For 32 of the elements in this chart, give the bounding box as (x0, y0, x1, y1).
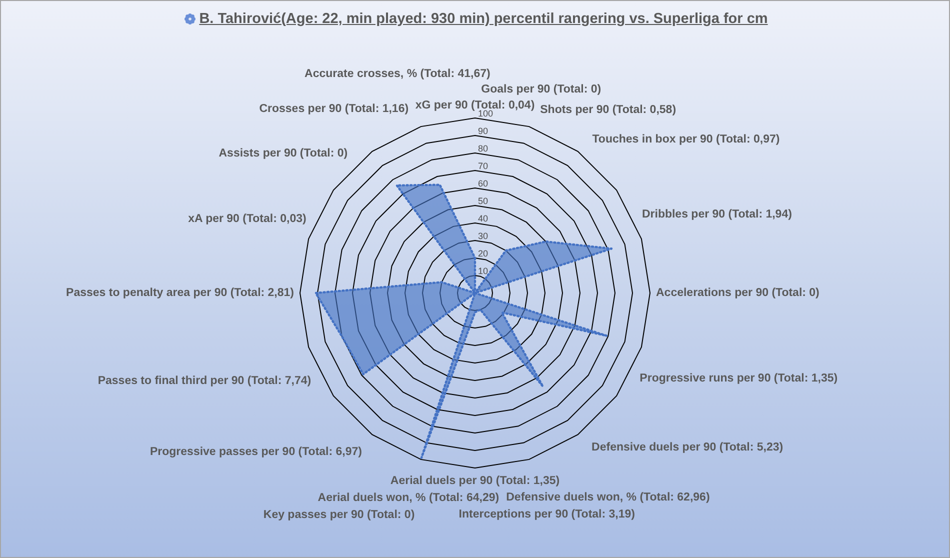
chart-title: B. Tahirović(Age: 22, min played: 930 min) percentil rangering vs. Superliga for cm (199, 11, 768, 27)
spoke-label: Crosses per 90 (Total: 1,16) (259, 103, 409, 116)
spoke-label: Accelerations per 90 (Total: 0) (656, 287, 820, 299)
spoke-label: Defensive duels won, % (Total: 62,96) (506, 492, 710, 504)
y-tick-label: 50 (478, 196, 488, 206)
y-tick-label: 80 (478, 144, 488, 154)
spoke-label: Progressive passes per 90 (Total: 6,97) (150, 446, 362, 458)
spoke-label: Progressive runs per 90 (Total: 1,35) (640, 372, 838, 385)
spoke-label: xA per 90 (Total: 0,03) (188, 212, 306, 225)
y-tick-label: 40 (478, 214, 488, 224)
spoke-label: Shots per 90 (Total: 0,58) (540, 104, 676, 116)
spoke-label: Aerial duels won, % (Total: 64,29) (318, 492, 500, 504)
spoke-label: Touches in box per 90 (Total: 0,97) (592, 134, 780, 146)
spoke-label: Passes to penalty area per 90 (Total: 2,81) (66, 287, 294, 299)
spoke-label: Passes to final third per 90 (Total: 7,74) (98, 374, 312, 387)
y-tick-label: 30 (478, 231, 488, 241)
y-tick-label: 60 (478, 178, 488, 188)
y-tick-label: 90 (478, 126, 488, 136)
spoke-label: Goals per 90 (Total: 0) (481, 84, 602, 96)
spoke-label: xG per 90 (Total: 0,04) (415, 99, 535, 112)
spoke-label: Assists per 90 (Total: 0) (218, 148, 348, 160)
spoke-label: Dribbles per 90 (Total: 1,94) (642, 208, 792, 220)
y-tick-label: 100 (478, 108, 494, 118)
spoke-label: Defensive duels per 90 (Total: 5,23) (592, 441, 784, 454)
y-tick-label: 70 (478, 161, 488, 171)
spoke-label: Interceptions per 90 (Total: 3,19) (458, 508, 636, 520)
y-tick-label: 20 (478, 248, 488, 258)
y-tick-label: 10 (478, 266, 488, 276)
y-tick-label: - (478, 284, 481, 294)
spoke-label: Aerial duels per 90 (Total: 1,35) (390, 474, 560, 487)
spoke-label: Accurate crosses, % (Total: 41,67) (304, 68, 490, 80)
spoke-label: Key passes per 90 (Total: 0) (263, 508, 415, 521)
